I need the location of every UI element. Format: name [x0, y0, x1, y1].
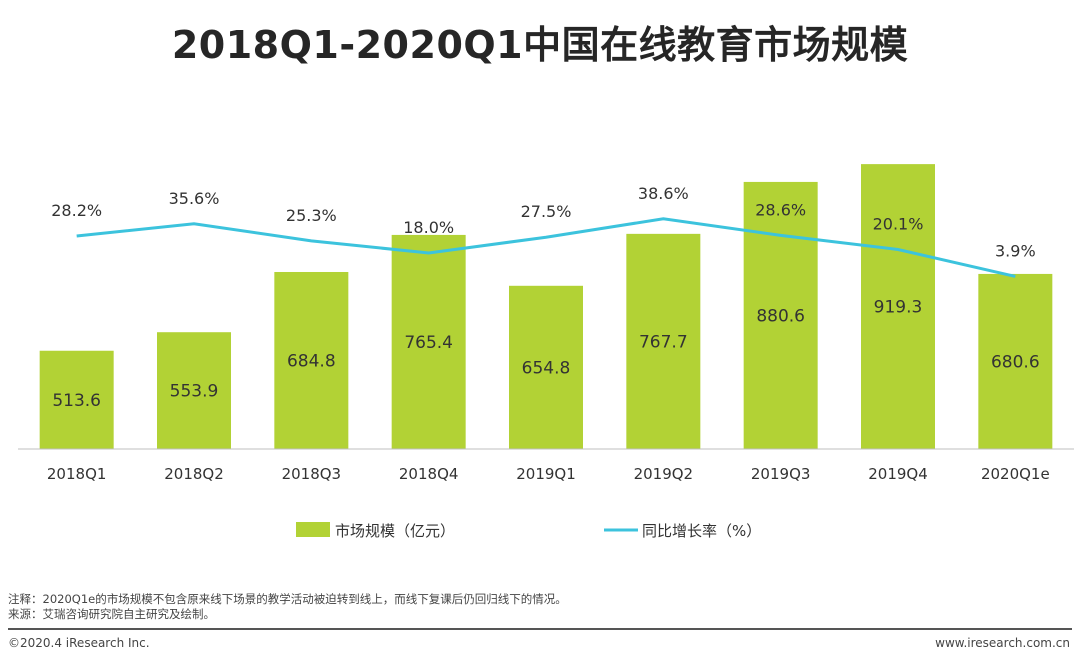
line-data-labels: 28.2% 35.6% 25.3% 18.0% 27.5% 38.6% 28.6% 20.1%…	[51, 184, 1035, 261]
footer-divider	[8, 628, 1072, 630]
source-text: 来源：艾瑞咨询研究院自主研究及绘制。	[8, 607, 215, 621]
website-text: www.iresearch.com.cn	[935, 636, 1070, 650]
line-value-label: 18.0%	[403, 218, 454, 237]
bar-value-label: 919.3	[874, 298, 923, 318]
bar-value-label: 765.4	[404, 333, 453, 353]
bar	[626, 233, 701, 449]
copyright-text: ©2020.4 iResearch Inc.	[8, 636, 150, 650]
x-tick-label: 2018Q1	[47, 465, 107, 483]
bar-value-label: 684.8	[287, 351, 336, 371]
x-tick-label: 2019Q4	[868, 465, 928, 483]
bar	[157, 332, 231, 449]
x-tick-label: 2018Q4	[399, 465, 459, 483]
bar-value-label: 880.6	[756, 306, 805, 326]
bar-value-label: 553.9	[170, 382, 219, 402]
legend-line-label: 同比增长率（%）	[642, 522, 761, 540]
bar	[39, 350, 114, 449]
legend-bar-label: 市场规模（亿元）	[335, 522, 455, 540]
notes: 注释：2020Q1e的市场规模不包含原来线下场景的教学活动被迫转到线上，而线下复…	[8, 592, 567, 622]
bar	[391, 234, 466, 449]
chart: 2018Q1 2018Q2 2018Q3 2018Q4 2019Q1 2019Q2 2019…	[18, 164, 1074, 540]
line-value-label: 27.5%	[521, 202, 572, 221]
bar	[978, 273, 1053, 449]
line-value-label: 3.9%	[995, 241, 1036, 260]
line-value-label: 28.6%	[755, 200, 806, 219]
line-value-label: 38.6%	[638, 184, 689, 203]
bar-value-label: 654.8	[522, 358, 571, 378]
x-tick-label: 2018Q2	[164, 465, 224, 483]
bar-value-label: 513.6	[52, 391, 101, 411]
bar	[509, 285, 583, 449]
bar-series	[39, 164, 1053, 449]
bar	[861, 164, 935, 449]
x-tick-label: 2019Q2	[634, 465, 694, 483]
line-value-label: 25.3%	[286, 206, 337, 225]
x-tick-label: 2020Q1e	[981, 465, 1050, 483]
line-value-label: 35.6%	[169, 189, 220, 208]
bar-value-label: 680.6	[991, 352, 1040, 372]
legend: 市场规模（亿元） 同比增长率（%）	[296, 522, 761, 540]
bar	[274, 271, 349, 449]
growth-rate-line	[76, 217, 1016, 278]
x-tick-label: 2019Q1	[516, 465, 576, 483]
line-value-label: 28.2%	[51, 201, 102, 220]
x-tick-label: 2019Q3	[751, 465, 811, 483]
bar-value-label: 767.7	[639, 332, 688, 352]
note-text: 注释：2020Q1e的市场规模不包含原来线下场景的教学活动被迫转到线上，而线下复…	[8, 592, 567, 606]
x-tick-labels: 2018Q1 2018Q2 2018Q3 2018Q4 2019Q1 2019Q2 2019…	[47, 465, 1050, 483]
bar	[743, 181, 818, 449]
chart-title: 2018Q1-2020Q1中国在线教育市场规模	[171, 23, 909, 67]
bar-data-labels: 513.6 553.9 684.8 765.4 654.8 767.7 880.6 919.3…	[52, 298, 1039, 411]
legend-bar-swatch	[296, 522, 330, 537]
x-tick-label: 2018Q3	[282, 465, 342, 483]
line-value-label: 20.1%	[873, 215, 924, 234]
